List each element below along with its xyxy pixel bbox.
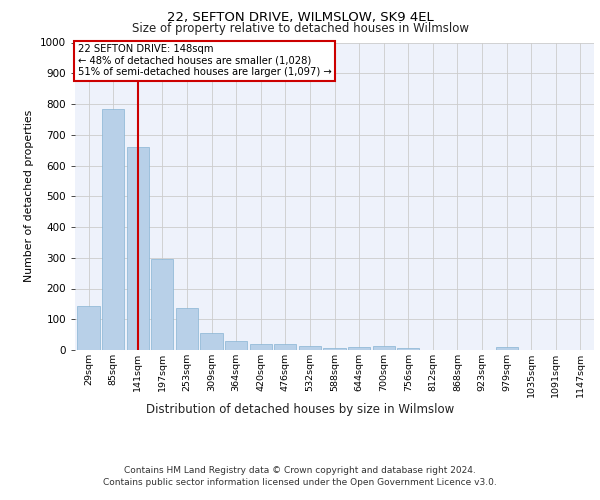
Text: Contains public sector information licensed under the Open Government Licence v3: Contains public sector information licen… [103,478,497,487]
Bar [274,344,296,350]
Bar [77,306,100,350]
Bar [225,342,247,350]
Bar [200,333,223,350]
Text: Distribution of detached houses by size in Wilmslow: Distribution of detached houses by size … [146,402,454,415]
Text: Size of property relative to detached houses in Wilmslow: Size of property relative to detached ho… [131,22,469,35]
Bar [250,344,272,350]
Bar [397,348,419,350]
Bar [176,308,198,350]
Bar [323,348,346,350]
Text: 22 SEFTON DRIVE: 148sqm
← 48% of detached houses are smaller (1,028)
51% of semi: 22 SEFTON DRIVE: 148sqm ← 48% of detache… [77,44,331,77]
Bar [496,347,518,350]
Bar [348,347,370,350]
Bar [299,346,321,350]
Bar [127,147,149,350]
Bar [102,109,124,350]
Y-axis label: Number of detached properties: Number of detached properties [24,110,34,282]
Text: Contains HM Land Registry data © Crown copyright and database right 2024.: Contains HM Land Registry data © Crown c… [124,466,476,475]
Bar [373,346,395,350]
Text: 22, SEFTON DRIVE, WILMSLOW, SK9 4EL: 22, SEFTON DRIVE, WILMSLOW, SK9 4EL [167,11,433,24]
Bar [151,260,173,350]
